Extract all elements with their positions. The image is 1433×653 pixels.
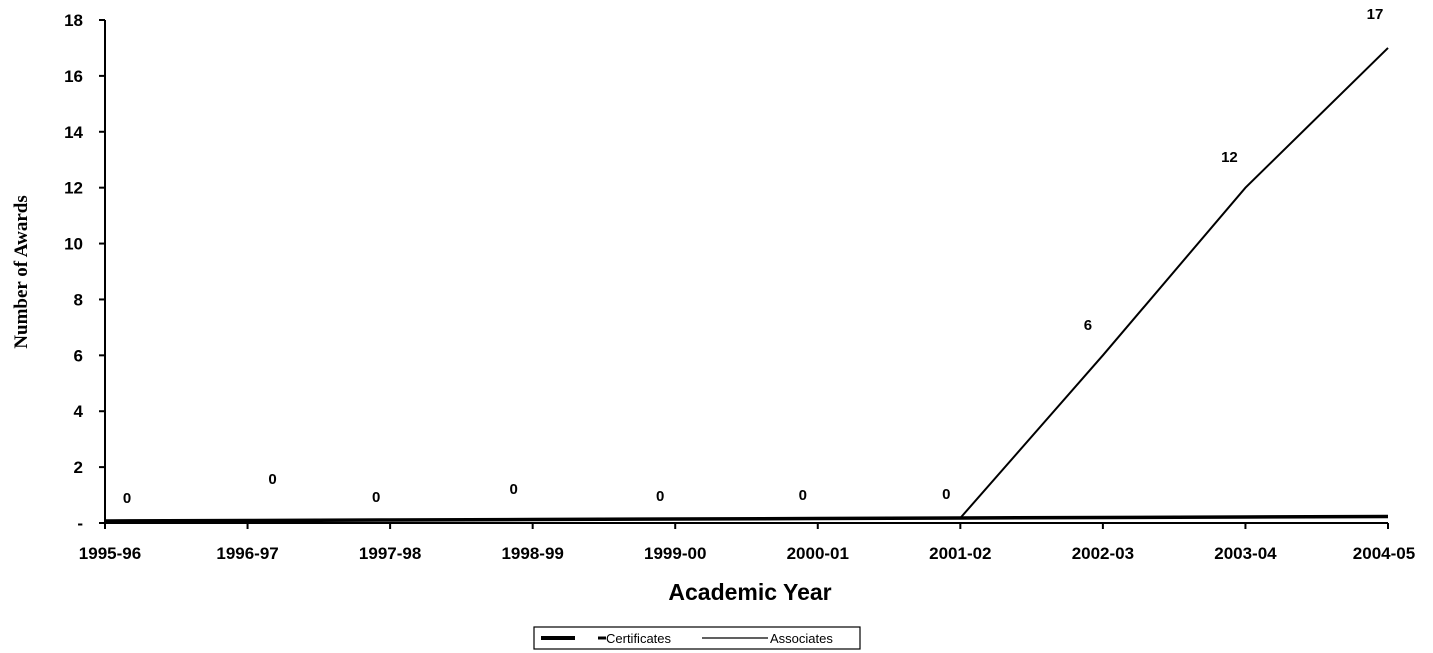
legend-label-associates: Associates [770,631,833,646]
y-tick-label: 12 [64,179,83,198]
x-tick-label: 2003-04 [1214,544,1277,563]
x-axis-ticks: 1995-96 1996-97 1997-98 1998-99 1999-00 2000-… [79,523,1415,563]
x-tick-label: 2004-05 [1353,544,1415,563]
data-label: 0 [372,489,380,506]
data-label: 12 [1221,149,1238,166]
y-axis-ticks: - 2 4 6 8 10 12 14 16 18 [64,11,105,533]
legend-box [533,626,861,650]
series-line-associates [959,47,1389,519]
x-tick-label: 2000-01 [787,544,849,563]
data-label: 6 [1084,317,1092,334]
x-axis-title: Academic Year [668,579,831,605]
series-line-certificates [104,514,1389,523]
data-labels: 0 0 0 0 0 0 0 6 12 17 [123,6,1384,507]
data-label: 17 [1367,6,1384,23]
y-tick-label: 14 [64,123,83,142]
legend-label-certificates: Certificates [606,631,672,646]
chart-legend: Certificates Associates [533,626,861,650]
y-tick-label: 8 [74,290,83,309]
x-tick-label: 1998-99 [501,544,563,563]
data-label: 0 [799,487,807,504]
y-tick-label: 16 [64,67,83,86]
y-axis-title: Number of Awards [11,195,32,348]
y-tick-label: 2 [74,458,83,477]
data-label: 0 [268,471,276,488]
y-tick-label: - [77,514,83,533]
x-tick-label: 1996-97 [216,544,278,563]
data-label: 0 [656,488,664,505]
y-tick-label: 4 [74,402,84,421]
x-tick-label: 2002-03 [1072,544,1134,563]
data-label: 0 [942,486,950,503]
x-tick-label: 1997-98 [359,544,421,563]
data-label: 0 [123,490,131,507]
y-tick-label: 6 [74,346,83,365]
x-tick-label: 1999-00 [644,544,706,563]
x-tick-label: 1995-96 [79,544,141,563]
data-label: 0 [509,481,517,498]
series-lines [104,47,1389,523]
y-tick-label: 18 [64,11,83,30]
x-tick-label: 2001-02 [929,544,991,563]
y-tick-label: 10 [64,235,83,254]
chart-axes [104,20,1388,524]
